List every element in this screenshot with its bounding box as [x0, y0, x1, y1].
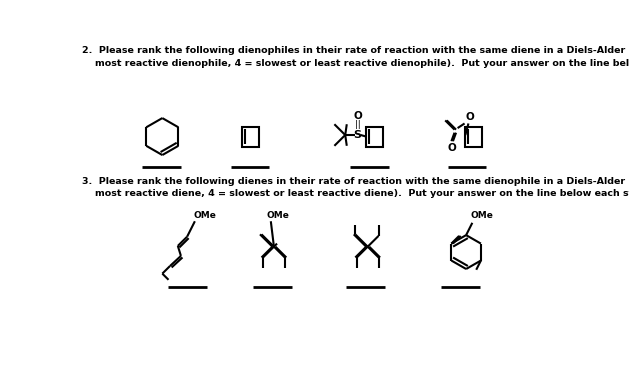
- Text: ||: ||: [355, 120, 360, 129]
- Text: OMe: OMe: [193, 211, 216, 220]
- Text: 3.  Please rank the following dienes in their rate of reaction with the same die: 3. Please rank the following dienes in t…: [82, 177, 629, 198]
- Bar: [465, 127, 482, 146]
- Text: S: S: [353, 130, 362, 140]
- Text: 2.  Please rank the following dienophiles in their rate of reaction with the sam: 2. Please rank the following dienophiles…: [82, 46, 629, 68]
- Bar: [366, 127, 383, 146]
- Text: O: O: [465, 112, 474, 122]
- Text: OMe: OMe: [470, 211, 494, 220]
- Bar: [242, 127, 259, 146]
- Text: O: O: [447, 144, 456, 153]
- Text: OMe: OMe: [266, 211, 289, 220]
- Text: O: O: [353, 111, 362, 121]
